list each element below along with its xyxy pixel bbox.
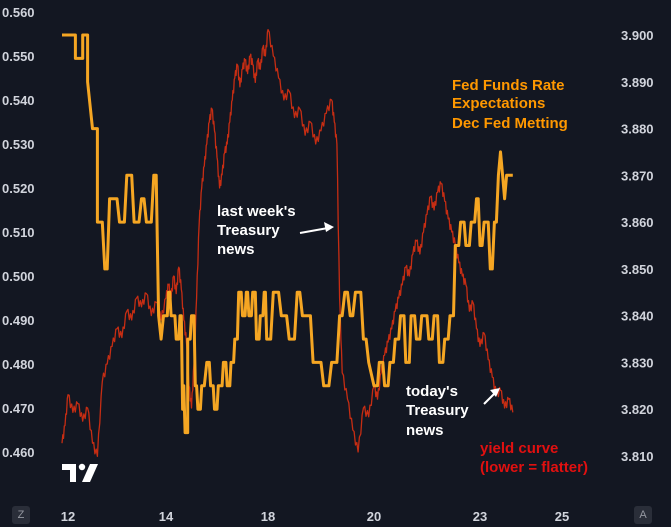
x-tick-label: 25 <box>555 509 569 524</box>
last-week-line-3: news <box>217 241 255 258</box>
right-tick-label: 3.840 <box>621 309 654 324</box>
left-tick-label: 0.520 <box>2 181 35 196</box>
corner-button-left[interactable]: Z <box>12 506 30 524</box>
left-tick-label: 0.500 <box>2 269 35 284</box>
yield-label-line-1: yield curve <box>480 440 558 457</box>
left-tick-label: 0.480 <box>2 357 35 372</box>
right-axis: 3.900 3.890 3.880 3.870 3.860 3.850 3.840 3.830… <box>621 28 654 464</box>
right-tick-label: 3.870 <box>621 168 654 183</box>
right-tick-label: 3.890 <box>621 75 654 90</box>
left-tick-label: 0.490 <box>2 313 35 328</box>
right-tick-label: 3.830 <box>621 355 654 370</box>
today-arrow-icon <box>483 388 500 405</box>
x-tick-label: 14 <box>159 509 174 524</box>
left-tick-label: 0.530 <box>2 137 35 152</box>
fed-label-line-2: Expectations <box>452 95 545 112</box>
left-tick-label: 0.540 <box>2 93 35 108</box>
left-tick-label: 0.510 <box>2 225 35 240</box>
last-week-line-2: Treasury <box>217 222 280 239</box>
today-line-2: Treasury <box>406 402 469 419</box>
right-tick-label: 3.860 <box>621 215 654 230</box>
x-tick-label: 23 <box>473 509 487 524</box>
last-week-arrow-icon <box>299 222 334 234</box>
left-tick-label: 0.560 <box>2 5 35 20</box>
right-tick-label: 3.810 <box>621 449 654 464</box>
right-tick-label: 3.820 <box>621 402 654 417</box>
left-tick-label: 0.550 <box>2 49 35 64</box>
fed-label-line-1: Fed Funds Rate <box>452 77 565 94</box>
right-tick-label: 3.850 <box>621 262 654 277</box>
x-axis: 12 14 18 20 23 25 <box>61 509 569 524</box>
left-tick-label: 0.460 <box>2 445 35 460</box>
x-tick-label: 12 <box>61 509 75 524</box>
today-line-3: news <box>406 422 444 439</box>
right-tick-label: 3.900 <box>621 28 654 43</box>
last-week-line-1: last week's <box>217 203 296 220</box>
today-line-1: today's <box>406 383 458 400</box>
x-tick-label: 20 <box>367 509 381 524</box>
series-layer <box>61 28 514 458</box>
left-axis: 0.560 0.550 0.540 0.530 0.520 0.510 0.500 0.490… <box>2 5 35 460</box>
tradingview-logo-icon <box>62 463 98 482</box>
left-tick-label: 0.470 <box>2 401 35 416</box>
fed-label-line-3: Dec Fed Metting <box>452 115 568 132</box>
x-tick-label: 18 <box>261 509 275 524</box>
right-tick-label: 3.880 <box>621 122 654 137</box>
fed-funds-series-line <box>62 33 513 435</box>
corner-button-right[interactable]: A <box>634 506 652 524</box>
yield-label-line-2: (lower = flatter) <box>480 459 588 476</box>
